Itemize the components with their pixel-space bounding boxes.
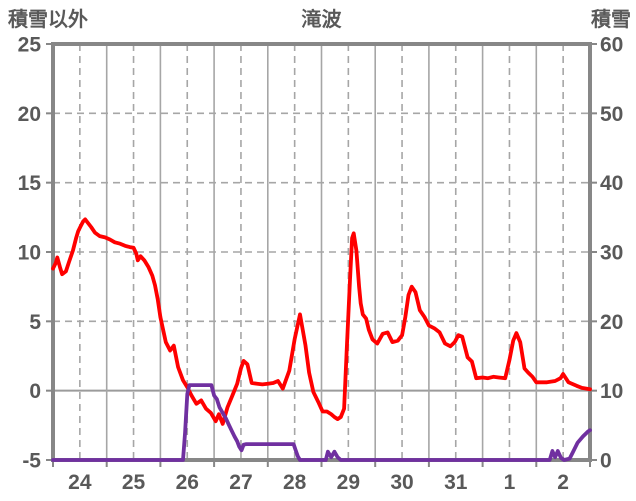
x-axis-tick-label: 31 [444,471,468,494]
red-series-line [51,217,592,426]
y-axis-left-tick-label: 5 [29,311,41,334]
y-axis-right-tick-label: 30 [600,242,623,265]
y-axis-right-tick-label: 40 [600,172,623,195]
y-axis-left-tick-label: 25 [18,34,42,57]
x-axis-tick-label: 26 [176,471,199,494]
x-axis-tick-label: 25 [122,471,146,494]
x-axis-tick-label: 2 [557,471,569,494]
y-axis-left-tick-label: 0 [29,380,41,403]
y-axis-right-tick-label: 20 [600,311,623,334]
left-axis-title: 積雪以外 [8,9,88,31]
y-axis-right-tick-label: 50 [600,103,623,126]
x-axis-tick-label: 24 [68,471,92,494]
x-axis-tick-label: 30 [390,471,413,494]
chart-title: 滝波 [301,9,342,31]
right-axis-title: 積雪 [591,9,631,31]
x-axis-tick-label: 28 [283,471,307,494]
y-axis-right-tick-label: 10 [600,380,623,403]
y-axis-left-tick-label: 10 [18,242,41,265]
y-axis-right-tick-label: 0 [600,450,612,473]
x-axis-tick-label: 27 [229,471,252,494]
y-axis-left-tick-label: -5 [22,450,41,473]
y-axis-right-tick-label: 60 [600,34,623,57]
x-axis-tick-label: 29 [337,471,360,494]
purple-series-line [51,383,592,462]
y-axis-left-tick-label: 15 [18,172,42,195]
x-axis-tick-label: 1 [504,471,516,494]
y-axis-left-tick-label: 20 [18,103,41,126]
